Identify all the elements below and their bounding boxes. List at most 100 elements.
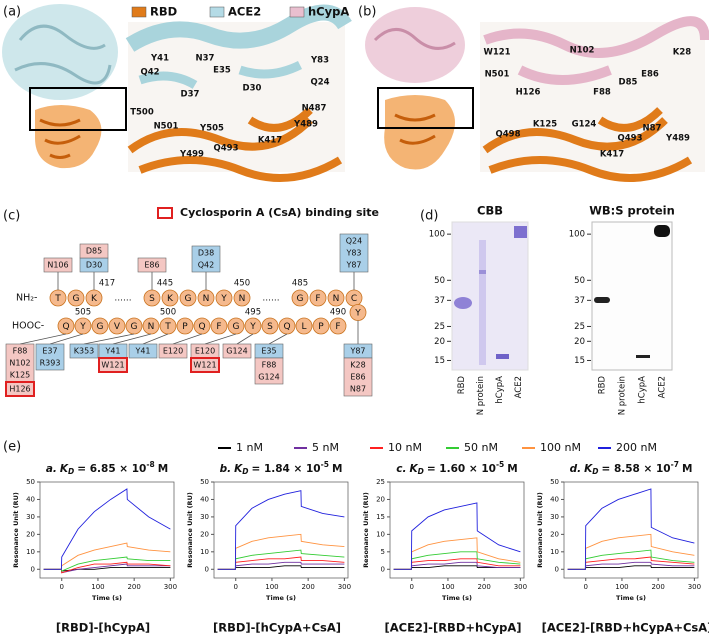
series-line [217, 490, 345, 570]
chart-title-part: K [60, 463, 69, 475]
residue-label: G124 [572, 120, 597, 130]
partner-label: R393 [40, 359, 61, 368]
partner-label: D30 [86, 261, 102, 270]
y-tick-label: 10 [550, 548, 559, 556]
x-tick-label: 200 [301, 583, 314, 591]
partner-label: N106 [47, 261, 68, 270]
gel-tick-label: 20 [574, 337, 585, 347]
x-tick-label: 0 [583, 583, 587, 591]
y-tick-label: 20 [376, 495, 385, 503]
y-axis-label: Resonance Unit (RU) [12, 492, 20, 568]
lane-label: hCypA [495, 376, 505, 404]
residue-letter: T [164, 322, 171, 332]
residue-letter: T [54, 294, 61, 304]
c-terminus: HOOC- [12, 321, 44, 332]
y-tick-label: 25 [376, 478, 385, 486]
partner-label: W121 [193, 361, 216, 370]
series-line [43, 488, 171, 570]
partner-label: K353 [74, 347, 95, 356]
series-line [393, 502, 521, 570]
connector [83, 333, 135, 345]
x-tick-label: 100 [265, 583, 278, 591]
residue-letter: Y [249, 322, 256, 332]
residue-letter: G [131, 322, 138, 332]
residue-letter: Q [198, 322, 205, 332]
chart-title-part: D [242, 467, 248, 476]
residue-label: K125 [533, 120, 557, 130]
plot-frame [563, 481, 699, 579]
y-tick-label: 20 [26, 530, 35, 538]
partner-box [158, 343, 188, 359]
csa-legend-label: Cyclosporin A (CsA) binding site [180, 206, 379, 219]
chart-title-part: M [682, 463, 692, 475]
chart-title-part: D [592, 467, 598, 476]
chart-title: a. KD = 6.85 × 10-8 M [46, 460, 168, 476]
panel-label: (b) [358, 5, 376, 20]
gel-tick-label: 100 [429, 230, 445, 240]
y-axis-label: Resonance Unit (RU) [536, 492, 544, 568]
connector [49, 333, 84, 345]
residue-label: D85 [619, 78, 638, 88]
residue-letter: P [182, 322, 188, 332]
chart-title: c. KD = 1.60 × 10-5 M [396, 460, 517, 476]
connector [268, 333, 288, 345]
chart-title-part: a. [46, 463, 57, 475]
gel-tick-label: 25 [574, 322, 585, 332]
partner-label: Y87 [349, 347, 365, 356]
gel-tick-label: 100 [569, 230, 585, 240]
y-tick-label: 5 [381, 548, 385, 556]
residue-label: T500 [130, 108, 154, 118]
residue-letter: V [114, 322, 121, 332]
residue-letter: G [233, 322, 240, 332]
panel-label: (d) [420, 209, 438, 224]
gel-title: WB:S protein [589, 204, 675, 218]
x-axis-label: Time (s) [92, 594, 122, 602]
partner-box [222, 343, 252, 359]
x-tick-label: 300 [688, 583, 701, 591]
panel-label: (a) [3, 5, 21, 20]
lane-label: N protein [476, 376, 486, 415]
chart-title-part: -7 [671, 460, 679, 469]
residue-label: D37 [181, 90, 200, 100]
x-tick-label: 200 [127, 583, 140, 591]
series-line [567, 488, 695, 570]
residue-label: E35 [213, 66, 231, 76]
partner-box [339, 233, 369, 273]
y-tick-label: 15 [376, 513, 385, 521]
partner-label: N87 [350, 385, 366, 394]
sequence-gap: ...... [262, 294, 279, 304]
chart-caption: [RBD]-[hCypA] [56, 621, 150, 635]
chart-title-part: M [158, 463, 168, 475]
partner-label: E86 [144, 261, 159, 270]
legend-label: ACE2 [228, 5, 261, 19]
legend-swatch [131, 6, 147, 18]
connector [172, 333, 203, 345]
partner-box [98, 357, 128, 373]
gel-title: CBB [477, 204, 503, 218]
gel-tick-label: 15 [434, 356, 445, 366]
partner-label: Y87 [345, 261, 361, 270]
residue [309, 289, 327, 307]
chart-title-part: = 1.60 × 10 [427, 463, 496, 475]
series-line [217, 565, 345, 570]
residue-letter: Q [62, 322, 69, 332]
partner-label: E120 [195, 347, 215, 356]
residue-label: E86 [641, 70, 659, 80]
residue-letter: G [297, 294, 304, 304]
gel-tick-label: 20 [434, 337, 445, 347]
y-tick-label: 40 [200, 495, 209, 503]
y-tick-label: 20 [200, 530, 209, 538]
x-tick-label: 0 [409, 583, 413, 591]
connector [142, 333, 169, 345]
x-axis-label: Time (s) [442, 594, 472, 602]
structure-a [2, 4, 352, 182]
chart-caption: [ACE2]-[RBD+hCypA+CsA] [542, 621, 709, 635]
legend-swatch [209, 6, 225, 18]
residue [215, 289, 233, 307]
gels [451, 221, 673, 371]
partner-box [35, 343, 65, 371]
residue-letter: G [73, 294, 80, 304]
residue-label: N87 [643, 124, 662, 134]
residue-letter: K [91, 294, 98, 304]
